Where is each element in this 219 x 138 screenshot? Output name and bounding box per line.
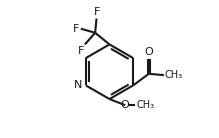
Text: CH₃: CH₃ <box>164 70 183 80</box>
Text: CH₃: CH₃ <box>136 100 154 110</box>
Text: F: F <box>94 7 100 17</box>
Text: F: F <box>78 46 84 56</box>
Text: O: O <box>121 100 130 110</box>
Text: N: N <box>74 80 82 90</box>
Text: F: F <box>73 24 79 34</box>
Text: O: O <box>145 47 153 57</box>
